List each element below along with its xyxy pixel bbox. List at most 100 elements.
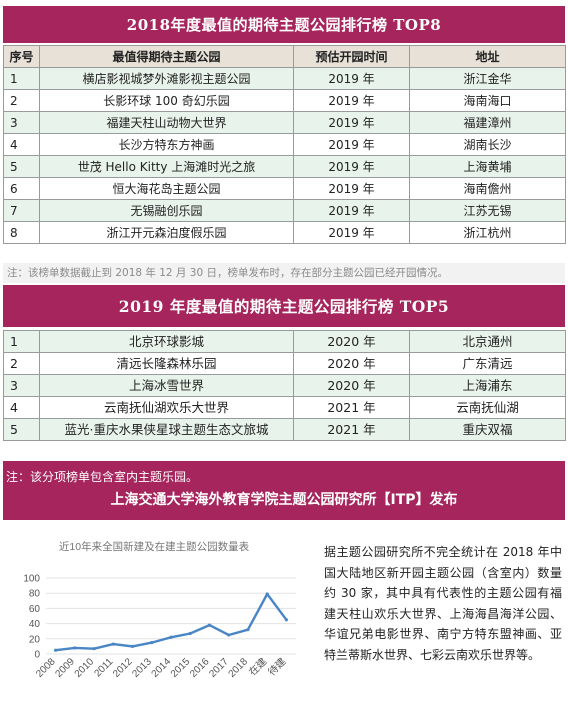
open-year-cell: 2019 年 (293, 133, 410, 156)
note-2018: 注：该榜单数据截止到 2018 年 12 月 30 日，榜单发布时，存在部分主题… (3, 263, 565, 283)
park-name-cell: 北京环球影城 (39, 330, 294, 353)
open-year-cell: 2019 年 (293, 67, 410, 90)
park-name-cell: 横店影视城梦外滩影视主题公园 (39, 67, 294, 90)
open-year-cell: 2019 年 (293, 221, 410, 244)
data-point (54, 648, 58, 652)
data-point (188, 631, 192, 636)
header-open-time: 预估开园时间 (293, 45, 410, 68)
rank-cell: 3 (3, 374, 40, 397)
park-name-cell: 清远长隆森林乐园 (39, 352, 294, 375)
header-rank: 序号 (3, 45, 40, 68)
rank-cell: 7 (3, 199, 40, 222)
y-tick-label: 80 (29, 589, 41, 600)
rank-cell: 4 (3, 133, 40, 156)
data-point (169, 635, 173, 639)
open-year-cell: 2020 年 (293, 374, 410, 397)
location-cell: 浙江杭州 (409, 221, 566, 244)
rank-cell: 2 (3, 352, 40, 375)
location-cell: 海南儋州 (409, 177, 566, 200)
location-cell: 湖南长沙 (409, 133, 566, 156)
chart-title: 近10年来全国新建及在建主题公园数量表 (59, 540, 250, 553)
rank-cell: 5 (3, 155, 40, 178)
rank-cell: 1 (3, 67, 40, 90)
rank-cell: 2 (3, 89, 40, 112)
location-cell: 江苏无锡 (409, 199, 566, 222)
data-point (207, 623, 212, 627)
summary-paragraph: 据主题公园研究所不完全统计在 2018 年中国大陆地区新开园主题公园（含室内）数… (324, 545, 562, 662)
line-chart: 近10年来全国新建及在建主题公园数量表 0 20 40 60 80 100 2008 200… (4, 535, 304, 713)
location-cell: 浙江金华 (409, 67, 566, 90)
y-tick-label: 20 (29, 634, 41, 645)
data-point (227, 633, 231, 637)
note-2019: 注：该分项榜单包含室内主题乐园。 (6, 470, 199, 484)
table-row: 7 无锡融创乐园 2019 年江苏无锡 (3, 199, 566, 222)
open-year-cell: 2020 年 (293, 330, 410, 353)
table-row: 1 横店影视城梦外滩影视主题公园 2019 年浙江金华 (3, 67, 566, 90)
park-name-cell: 长影环球 100 奇幻乐园 (39, 89, 294, 112)
open-year-cell: 2021 年 (293, 418, 410, 441)
table-row: 3 上海冰雪世界 2020 年上海浦东 (3, 374, 566, 397)
open-year-cell: 2020 年 (293, 352, 410, 375)
location-cell: 上海浦东 (409, 374, 566, 397)
location-cell: 云南抚仙湖 (409, 396, 566, 419)
data-point (111, 642, 115, 646)
table-header-row: 序号 最值得期待主题公园 预估开园时间 地址 (3, 45, 566, 68)
park-name-cell: 蓝光·重庆水果侠星球主题生态文旅城 (39, 418, 294, 441)
ranking-table-2018: 序号 最值得期待主题公园 预估开园时间 地址 1 横店影视城梦外滩影视主题公园 20… (3, 45, 566, 244)
park-name-cell: 云南抚仙湖欢乐大世界 (39, 396, 294, 419)
table-row: 4 云南抚仙湖欢乐大世界 2021 年云南抚仙湖 (3, 396, 566, 419)
open-year-cell: 2019 年 (293, 89, 410, 112)
table-row: 6 恒大海花岛主题公园 2019 年海南儋州 (3, 177, 566, 200)
data-point (150, 641, 154, 645)
footer-banner: 注：该分项榜单包含室内主题乐园。 上海交通大学海外教育学院主题公园研究所【ITP… (3, 461, 565, 520)
park-name-cell: 福建天柱山动物大世界 (39, 111, 294, 134)
park-name-cell: 长沙方特东方神画 (39, 133, 294, 156)
data-point (246, 628, 250, 632)
location-cell: 重庆双福 (409, 418, 566, 441)
open-year-cell: 2019 年 (293, 111, 410, 134)
location-cell: 上海黄埔 (409, 155, 566, 178)
table-row: 2 清远长隆森林乐园 2020 年广东清远 (3, 352, 566, 375)
data-point (265, 592, 269, 596)
table-row: 1 北京环球影城 2020 年北京通州 (3, 330, 566, 353)
data-point (130, 644, 135, 648)
open-year-cell: 2019 年 (293, 199, 410, 222)
data-point (92, 647, 96, 651)
location-cell: 广东清远 (409, 352, 566, 375)
table-row: 4 长沙方特东方神画 2019 年湖南长沙 (3, 133, 566, 156)
park-name-cell: 恒大海花岛主题公园 (39, 177, 294, 200)
rank-cell: 1 (3, 330, 40, 353)
publisher-credit: 上海交通大学海外教育学院主题公园研究所【ITP】发布 (110, 492, 458, 508)
y-tick-label: 40 (29, 619, 41, 630)
rank-cell: 5 (3, 418, 40, 441)
y-tick-label: 60 (29, 604, 41, 615)
rank-cell: 6 (3, 177, 40, 200)
rank-cell: 8 (3, 221, 40, 244)
table-row: 8 浙江开元森泊度假乐园 2019 年浙江杭州 (3, 221, 566, 244)
data-point (284, 618, 288, 622)
data-point (73, 646, 77, 650)
table-row: 5 蓝光·重庆水果侠星球主题生态文旅城 2021 年重庆双福 (3, 418, 566, 441)
open-year-cell: 2021 年 (293, 396, 410, 419)
table-row: 2 长影环球 100 奇幻乐园 2019 年海南海口 (3, 89, 566, 112)
rank-cell: 3 (3, 111, 40, 134)
banner-2019-title: 2019 年度最值的期待主题公园排行榜 TOP5 (3, 285, 565, 327)
location-cell: 海南海口 (409, 89, 566, 112)
banner-2018-title: 2018年度最值的期待主题公园排行榜 TOP8 (3, 6, 565, 43)
y-tick-label: 100 (23, 574, 40, 585)
y-tick-label: 0 (34, 650, 40, 661)
open-year-cell: 2019 年 (293, 177, 410, 200)
header-location: 地址 (409, 45, 566, 68)
table-row: 5 世茂 Hello Kitty 上海滩时光之旅 2019 年上海黄埔 (3, 155, 566, 178)
location-cell: 北京通州 (409, 330, 566, 353)
ranking-table-2019: 1 北京环球影城 2020 年北京通州 2 清远长隆森林乐园 2020 年广东清远 3 上海冰… (3, 330, 566, 441)
open-year-cell: 2019 年 (293, 155, 410, 178)
header-park: 最值得期待主题公园 (39, 45, 294, 68)
rank-cell: 4 (3, 396, 40, 419)
park-name-cell: 无锡融创乐园 (39, 199, 294, 222)
park-name-cell: 世茂 Hello Kitty 上海滩时光之旅 (39, 155, 294, 178)
table-row: 3 福建天柱山动物大世界 2019 年福建漳州 (3, 111, 566, 134)
park-name-cell: 浙江开元森泊度假乐园 (39, 221, 294, 244)
